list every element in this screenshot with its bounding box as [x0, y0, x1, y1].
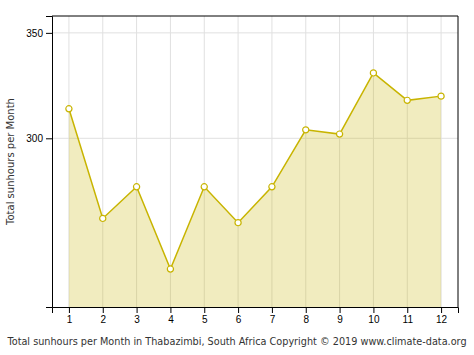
marker — [201, 184, 207, 190]
x-axis-title: Total sunhours per Month in Thabazimbi, … — [6, 336, 466, 347]
tick-label: 300 — [26, 133, 43, 144]
tick-mark — [46, 33, 52, 34]
tick: 5 — [202, 307, 208, 325]
axis-line — [53, 308, 459, 314]
marker — [167, 266, 173, 272]
tick-label: 5 — [202, 314, 208, 325]
tick-mark — [204, 307, 205, 313]
tick-label: 1 — [67, 314, 73, 325]
grid-line — [170, 16, 171, 307]
tick-mark — [46, 138, 52, 139]
tick: 6 — [236, 307, 242, 325]
marker — [303, 127, 309, 133]
tick: 3 — [134, 307, 140, 325]
tick: 7 — [270, 307, 276, 325]
tick-label: 8 — [303, 314, 309, 325]
tick-mark — [170, 307, 171, 313]
y-axis-title: Total sunhours per Month — [5, 98, 16, 226]
frame — [52, 16, 458, 17]
frame — [458, 16, 459, 307]
tick-label: 6 — [236, 314, 242, 325]
grid-line — [52, 32, 458, 33]
marker — [404, 97, 410, 103]
tick: 10 — [368, 307, 380, 325]
tick-mark — [373, 307, 374, 313]
tick: 300 — [26, 133, 52, 144]
grid — [52, 16, 458, 307]
tick-label: 12 — [436, 314, 448, 325]
tick-mark — [272, 307, 273, 313]
tick: 4 — [168, 307, 174, 325]
tick: 1 — [67, 307, 73, 325]
marker — [269, 184, 275, 190]
tick: 12 — [436, 307, 448, 325]
tick: 9 — [337, 307, 343, 325]
marker — [133, 184, 139, 190]
tick-label: 3 — [134, 314, 140, 325]
marker — [66, 106, 72, 112]
tick-mark — [137, 307, 138, 313]
x-axis: 123456789101112 — [53, 307, 459, 325]
tick-mark — [340, 307, 341, 313]
tick-label: 10 — [368, 314, 380, 325]
tick-mark — [407, 307, 408, 313]
tick-label: 11 — [403, 314, 414, 325]
marker — [438, 93, 444, 99]
tick-label: 7 — [270, 314, 276, 325]
plot: 123456789101112300350 — [26, 16, 458, 325]
marker — [370, 70, 376, 76]
tick-mark — [103, 307, 104, 313]
tick-mark — [69, 307, 70, 313]
axis-line — [46, 17, 53, 308]
marks — [66, 70, 444, 307]
tick-mark — [238, 307, 239, 313]
marker — [336, 131, 342, 137]
line — [69, 73, 441, 269]
tick-label: 9 — [337, 314, 343, 325]
tick-mark — [306, 307, 307, 313]
marker — [235, 220, 241, 226]
tick-label: 4 — [168, 314, 174, 325]
chart: 123456789101112300350Total sunhours per … — [0, 0, 474, 355]
tick: 8 — [303, 307, 309, 325]
tick: 11 — [403, 307, 414, 325]
area — [69, 73, 441, 307]
tick-label: 2 — [100, 314, 106, 325]
tick: 350 — [26, 28, 52, 39]
tick-label: 350 — [26, 28, 43, 39]
marker — [100, 215, 106, 221]
y-axis: 300 350 — [26, 17, 52, 308]
tick-mark — [441, 307, 442, 313]
tick: 2 — [100, 307, 106, 325]
